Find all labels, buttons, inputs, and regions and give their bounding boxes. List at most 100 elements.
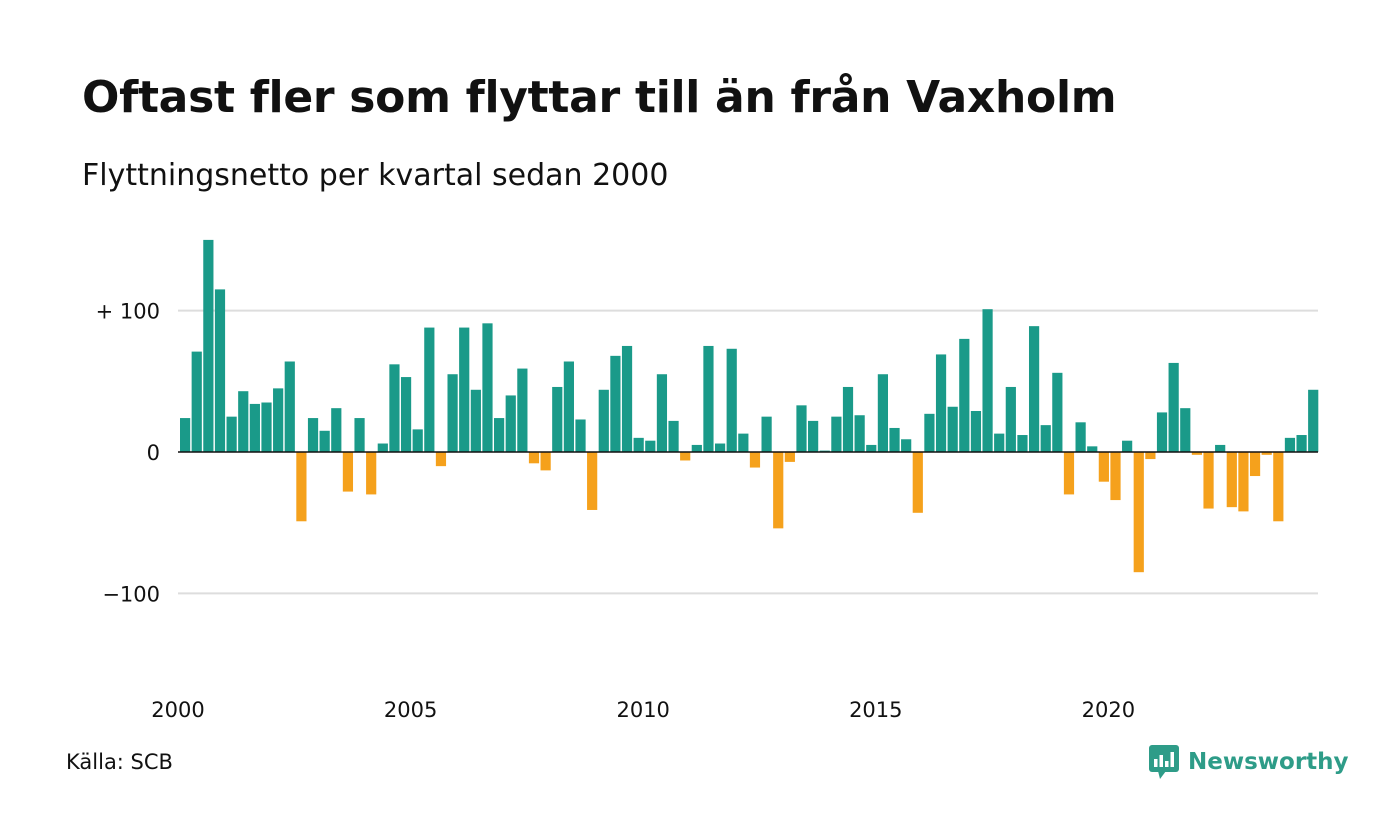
bar xyxy=(470,389,481,452)
bar xyxy=(935,354,947,452)
bar xyxy=(1191,452,1203,455)
bar xyxy=(505,395,516,452)
y-tick-label: + 100 xyxy=(96,300,160,324)
bar xyxy=(238,391,249,452)
axes: + 100 0 −100 2000 2005 2010 2015 2020 xyxy=(96,300,1318,722)
bar xyxy=(749,452,761,468)
newsworthy-chart-bubble-icon xyxy=(1149,745,1179,779)
newsworthy-logo: Newsworthy xyxy=(1148,744,1349,780)
x-tick-label: 2010 xyxy=(616,698,669,722)
bar xyxy=(435,452,447,467)
bar xyxy=(610,355,621,452)
bar xyxy=(284,361,295,452)
bar xyxy=(1028,326,1040,452)
bar xyxy=(482,323,493,452)
bar xyxy=(203,239,214,452)
bar xyxy=(1203,452,1214,509)
bar xyxy=(494,418,505,452)
bar xyxy=(959,338,970,452)
bar xyxy=(866,444,877,452)
bar xyxy=(517,368,528,452)
bar xyxy=(668,420,679,452)
brand-name: Newsworthy xyxy=(1188,749,1349,775)
bar xyxy=(1238,452,1249,512)
bar xyxy=(633,437,644,452)
bar xyxy=(738,433,749,452)
x-tick-label: 2015 xyxy=(849,698,902,722)
bar xyxy=(1273,452,1284,522)
bar xyxy=(982,309,993,452)
x-tick-label: 2020 xyxy=(1082,698,1135,722)
bar xyxy=(261,402,272,452)
bar xyxy=(1063,452,1075,495)
bar xyxy=(680,452,691,461)
bar xyxy=(842,386,854,452)
bar xyxy=(1249,452,1261,477)
bar xyxy=(1017,435,1028,452)
bar xyxy=(180,418,191,452)
bar xyxy=(901,439,912,452)
bar xyxy=(1145,452,1156,460)
bar xyxy=(575,419,586,452)
bar xyxy=(1261,452,1272,455)
y-tick-label: −100 xyxy=(102,582,160,606)
bar xyxy=(342,452,354,492)
bar xyxy=(447,374,458,452)
bar xyxy=(214,289,226,452)
bar xyxy=(412,429,423,452)
bar xyxy=(773,452,784,529)
bar xyxy=(528,452,540,464)
bar xyxy=(877,374,888,452)
bar xyxy=(249,403,260,452)
bar xyxy=(1168,362,1179,452)
bar xyxy=(645,440,656,452)
bar xyxy=(1098,452,1109,482)
bar xyxy=(1226,452,1237,508)
bar xyxy=(552,386,563,452)
bar xyxy=(726,348,737,452)
bar xyxy=(761,416,772,452)
bar xyxy=(1215,444,1226,452)
bar xyxy=(331,408,342,452)
bar xyxy=(947,406,958,452)
bar xyxy=(377,443,388,452)
bar xyxy=(400,377,412,452)
bar xyxy=(1308,389,1319,452)
bar xyxy=(924,413,935,452)
source-note: Källa: SCB xyxy=(66,750,173,774)
bars xyxy=(180,239,1319,573)
bar xyxy=(1284,437,1296,452)
bar xyxy=(1075,422,1086,452)
bar xyxy=(296,452,307,522)
y-tick-label: 0 xyxy=(147,441,160,465)
bar xyxy=(970,410,982,452)
bar xyxy=(1133,452,1144,573)
bar xyxy=(796,405,807,452)
bar xyxy=(1180,408,1191,452)
bar xyxy=(1110,452,1121,501)
bar xyxy=(540,452,551,471)
bar xyxy=(459,327,470,452)
bar xyxy=(1296,435,1307,452)
bar xyxy=(854,415,865,452)
bar xyxy=(784,452,795,462)
bar xyxy=(1156,412,1168,452)
bar xyxy=(226,416,237,452)
bar xyxy=(273,388,284,452)
bar xyxy=(354,418,365,452)
bar xyxy=(808,420,819,452)
gridlines xyxy=(178,309,1318,595)
bar xyxy=(563,361,574,452)
bar xyxy=(598,389,609,452)
bar xyxy=(307,418,319,452)
bar xyxy=(831,416,842,452)
bar xyxy=(389,364,400,452)
chart-title: Oftast fler som flyttar till än från Vax… xyxy=(82,72,1117,123)
bar xyxy=(1052,372,1063,452)
bar xyxy=(621,345,633,452)
bar xyxy=(691,444,702,452)
bar xyxy=(1040,425,1051,452)
x-tick-label: 2000 xyxy=(151,698,204,722)
bar xyxy=(424,327,435,452)
bar xyxy=(1087,446,1098,452)
